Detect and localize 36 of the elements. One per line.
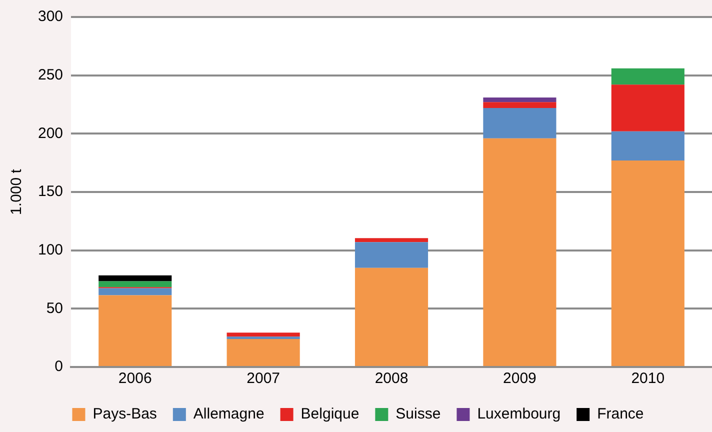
x-tick-label: 2010 bbox=[631, 370, 665, 388]
y-axis-title: 1.000 t bbox=[8, 168, 26, 215]
bar bbox=[483, 102, 556, 108]
legend-label: Allemagne bbox=[193, 406, 264, 423]
bar bbox=[354, 242, 428, 268]
legend-label: France bbox=[597, 406, 644, 423]
bar bbox=[483, 138, 556, 366]
x-tick-label: 2006 bbox=[118, 370, 152, 388]
bar bbox=[98, 281, 172, 288]
legend-label: Belgique bbox=[300, 406, 360, 423]
y-tick-label: 50 bbox=[46, 300, 64, 317]
bar bbox=[483, 108, 556, 138]
bar bbox=[354, 268, 428, 366]
x-tick-label: 2009 bbox=[503, 370, 536, 388]
y-tick-label: 150 bbox=[38, 183, 64, 200]
legend-label: Pays-Bas bbox=[92, 406, 157, 423]
bar bbox=[226, 332, 300, 337]
bar bbox=[354, 238, 428, 242]
y-tick-label: 100 bbox=[38, 241, 64, 258]
x-tick-label: 2007 bbox=[246, 370, 280, 388]
y-tick-label: 250 bbox=[38, 66, 64, 84]
legend-label: Suisse bbox=[396, 406, 441, 423]
legend-label: Luxembourg bbox=[477, 406, 561, 423]
bar bbox=[98, 295, 172, 366]
bar bbox=[611, 131, 684, 160]
x-tick-label: 2008 bbox=[374, 370, 408, 388]
bar bbox=[483, 98, 556, 102]
y-tick-label: 0 bbox=[54, 358, 64, 376]
y-tick-label: 300 bbox=[38, 8, 64, 26]
bar bbox=[98, 275, 172, 282]
bar bbox=[611, 68, 684, 85]
y-tick-label: 200 bbox=[38, 124, 64, 142]
bar bbox=[98, 288, 172, 296]
bar bbox=[611, 160, 684, 366]
bar bbox=[611, 84, 684, 132]
bar bbox=[226, 339, 300, 366]
